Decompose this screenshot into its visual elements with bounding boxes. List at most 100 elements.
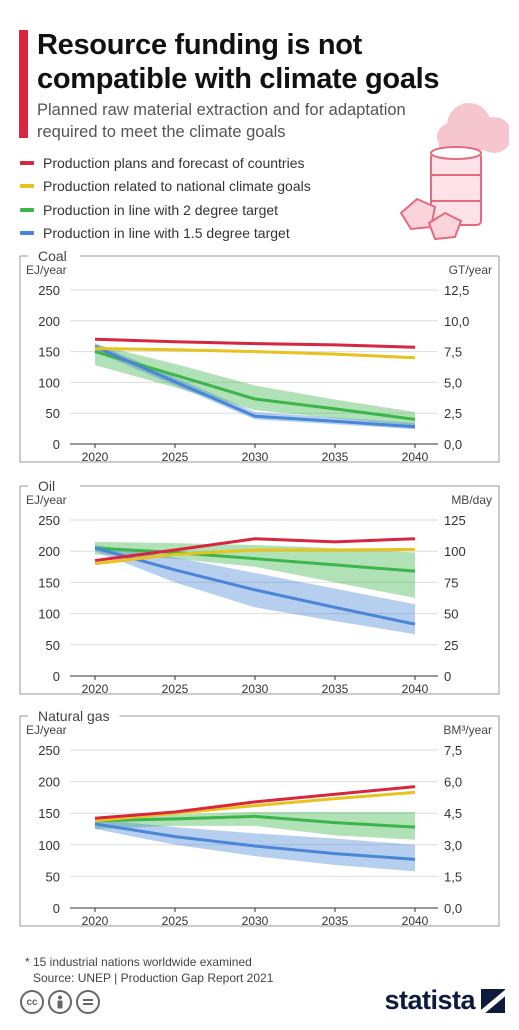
national_goals-line xyxy=(94,790,416,823)
legend-label: Production in line with 1.5 degree targe… xyxy=(43,225,290,242)
y2-tick-label: 2,5 xyxy=(444,406,462,421)
y-tick-label: 250 xyxy=(38,513,60,528)
x-tick-label: 2035 xyxy=(322,914,349,928)
y2-tick-label: 4,5 xyxy=(444,806,462,821)
x-tick-label: 2035 xyxy=(322,450,349,464)
y2-axis-unit: MB/day xyxy=(451,493,492,507)
license-icons: cc xyxy=(20,990,100,1014)
y-tick-label: 0 xyxy=(53,669,60,684)
statista-logo[interactable]: statista xyxy=(384,985,505,1016)
two_degree-line xyxy=(94,814,416,829)
two_degree-line xyxy=(94,546,416,573)
footnote-text: * 15 industrial nations worldwide examin… xyxy=(25,955,252,969)
attribution-person-icon xyxy=(48,990,72,1014)
legend-label: Production in line with 2 degree target xyxy=(43,201,279,218)
y2-tick-label: 7,5 xyxy=(444,743,462,758)
legend-swatch-blue xyxy=(20,231,34,236)
brand-name: statista xyxy=(384,985,475,1015)
national_goals-line xyxy=(94,347,416,360)
x-tick-label: 2020 xyxy=(82,682,109,696)
production_plans-line xyxy=(94,337,416,349)
y2-tick-label: 50 xyxy=(444,607,458,622)
legend-swatch-yellow xyxy=(20,184,34,189)
legend-label: Production plans and forecast of countri… xyxy=(43,154,305,171)
page-subtitle: Planned raw material extraction and for … xyxy=(37,101,406,141)
source-text: Source: UNEP | Production Gap Report 202… xyxy=(33,971,274,985)
y2-tick-label: 6,0 xyxy=(444,775,462,790)
oil-barrel-illustration-icon xyxy=(399,103,509,241)
y2-tick-label: 5,0 xyxy=(444,375,462,390)
legend-item-national-goals: Production related to national climate g… xyxy=(20,175,311,199)
y2-tick-label: 7,5 xyxy=(444,345,462,360)
y-tick-label: 50 xyxy=(46,869,60,884)
natural-gas-chart-panel: Natural gas EJ/year BM³/year 0 0,0 50 1,5 100 3,… xyxy=(19,708,500,930)
x-tick-label: 2040 xyxy=(402,450,429,464)
y2-tick-label: 0 xyxy=(444,669,451,684)
y2-tick-label: 10,0 xyxy=(444,314,469,329)
x-tick-label: 2030 xyxy=(242,914,269,928)
y-axis-unit: EJ/year xyxy=(26,493,67,507)
legend-item-one-point-five: Production in line with 1.5 degree targe… xyxy=(20,222,311,246)
title-backdrop xyxy=(28,711,120,721)
title-backdrop xyxy=(28,251,77,261)
y2-tick-label: 12,5 xyxy=(444,283,469,298)
y-tick-label: 250 xyxy=(38,743,60,758)
title-accent-bar xyxy=(19,30,28,138)
y-tick-label: 200 xyxy=(38,775,60,790)
x-tick-label: 2025 xyxy=(162,682,189,696)
y2-tick-label: 125 xyxy=(444,513,466,528)
y-tick-label: 0 xyxy=(53,901,60,916)
y-tick-label: 50 xyxy=(46,638,60,653)
y2-axis-unit: GT/year xyxy=(449,263,492,277)
production_plans-line xyxy=(94,785,416,820)
y2-tick-label: 0,0 xyxy=(444,437,462,452)
y-tick-label: 250 xyxy=(38,283,60,298)
national_goals-line xyxy=(94,547,416,566)
y-tick-label: 150 xyxy=(38,345,60,360)
x-tick-label: 2025 xyxy=(162,914,189,928)
legend: Production plans and forecast of countri… xyxy=(20,151,311,245)
y2-tick-label: 0,0 xyxy=(444,901,462,916)
y-tick-label: 100 xyxy=(38,607,60,622)
x-tick-label: 2040 xyxy=(402,914,429,928)
y2-axis-unit: BM³/year xyxy=(443,723,492,737)
legend-swatch-red xyxy=(20,160,34,165)
two_degree-band xyxy=(95,541,415,598)
one_point_five-band xyxy=(95,342,415,430)
y-tick-label: 100 xyxy=(38,838,60,853)
two_degree-band xyxy=(95,344,415,426)
x-tick-label: 2030 xyxy=(242,682,269,696)
y-tick-label: 150 xyxy=(38,806,60,821)
y-tick-label: 50 xyxy=(46,406,60,421)
y-tick-label: 0 xyxy=(53,437,60,452)
footnote: * 15 industrial nations worldwide examin… xyxy=(25,954,273,986)
panel-frame xyxy=(19,485,500,695)
y2-tick-label: 75 xyxy=(444,575,458,590)
page-title: Resource funding is not compatible with … xyxy=(37,29,440,95)
title-backdrop xyxy=(28,481,66,491)
y2-tick-label: 3,0 xyxy=(444,838,462,853)
panel-title: Natural gas xyxy=(38,708,110,724)
x-tick-label: 2025 xyxy=(162,450,189,464)
y-tick-label: 200 xyxy=(38,314,60,329)
no-derivatives-equals-icon xyxy=(76,990,100,1014)
one_point_five-line xyxy=(94,822,416,861)
cc-icon: cc xyxy=(20,990,44,1014)
legend-swatch-green xyxy=(20,207,34,212)
legend-item-two-degree: Production in line with 2 degree target xyxy=(20,198,311,222)
x-tick-label: 2035 xyxy=(322,682,349,696)
panel-title: Coal xyxy=(38,248,67,264)
y2-tick-label: 1,5 xyxy=(444,869,462,884)
two_degree-line xyxy=(94,350,416,421)
x-tick-label: 2030 xyxy=(242,450,269,464)
y-axis-unit: EJ/year xyxy=(26,263,67,277)
y2-tick-label: 25 xyxy=(444,638,458,653)
panel-frame xyxy=(19,255,500,463)
coal-chart-panel: Coal EJ/year GT/year 0 0,0 50 2,5 100 5,0 150 7,5 2… xyxy=(19,248,500,466)
y-tick-label: 150 xyxy=(38,575,60,590)
panel-frame xyxy=(19,715,500,927)
x-tick-label: 2020 xyxy=(82,914,109,928)
x-tick-label: 2040 xyxy=(402,682,429,696)
